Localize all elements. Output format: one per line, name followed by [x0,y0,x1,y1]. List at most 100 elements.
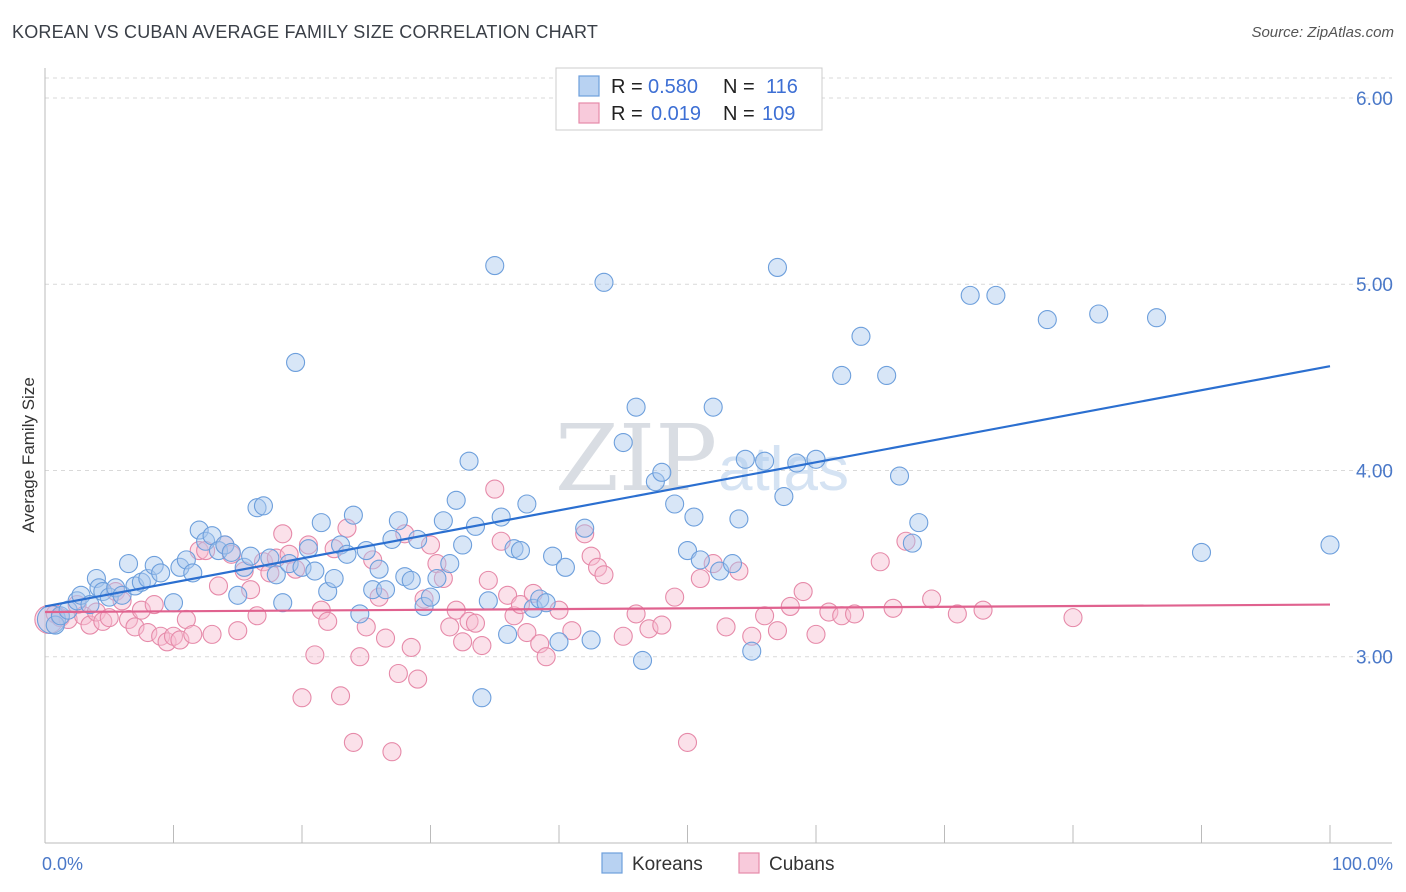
koreans-point [350,604,370,624]
cubans-point [273,524,293,544]
koreans-point [645,472,665,492]
koreans-point [767,257,788,277]
cubans-point [716,617,736,637]
koreans-point [151,563,171,583]
koreans-point [472,688,492,708]
y-tick-label-1: 4.00 [1356,461,1393,482]
cubans-trend-line [44,603,1331,614]
cubans-point [536,647,556,667]
legend-n-label-cubans: N = [723,103,755,125]
koreans-point [806,449,826,469]
koreans-point [517,494,537,514]
watermark-zip: ZIP [555,405,717,512]
koreans-point [549,632,569,652]
koreans-points [36,256,1340,708]
koreans-point [221,542,241,562]
cubans-point [330,686,351,706]
cubans-point [504,606,524,626]
cubans-point [382,742,402,762]
koreans-point [1320,535,1340,555]
koreans-point [1146,308,1167,328]
koreans-point [832,365,852,386]
koreans-point [729,509,749,529]
legend-r-label-cubans: R = [611,103,643,125]
koreans-point [902,533,922,553]
koreans-point [774,486,794,507]
cubans-point [99,608,119,628]
cubans-point [742,626,762,646]
cubans-point [639,619,659,639]
cubans-point [401,637,421,657]
cubans-point [138,622,158,643]
cubans-point [388,663,408,684]
koreans-point [266,565,286,585]
koreans-point [498,624,518,644]
koreans-point [80,595,100,615]
cubans-point [755,606,775,626]
koreans-point [369,559,389,579]
legend-r-label-koreans: R = [611,76,643,98]
koreans-trend-line [44,365,1331,608]
koreans-point [1037,310,1057,330]
cubans-point [414,589,434,609]
koreans-point [543,546,563,566]
koreans-point [305,561,325,581]
koreans-point [632,650,653,671]
koreans-point [247,498,267,518]
koreans-point [253,496,274,516]
koreans-point [163,593,184,613]
koreans-point [652,462,672,482]
koreans-point [311,513,331,533]
cubans-point [703,554,723,574]
legend-r-value-koreans: 0.580 [648,76,698,98]
cubans-point [587,557,608,577]
legend-swatch-cubans [578,102,600,124]
koreans-point [1191,542,1212,562]
cubans-point [922,589,942,609]
cubans-point [562,621,582,641]
bottom-legend-swatch-koreans [601,852,623,874]
koreans-point [401,570,421,590]
cubans-point [472,636,492,656]
cubans-point [780,596,800,616]
bottom-legend-koreans: Koreans [632,854,703,875]
cubans-point [844,604,865,624]
koreans-point [877,365,897,386]
koreans-point [536,593,556,613]
koreans-point [273,593,293,613]
koreans-point [375,580,396,600]
koreans-point [440,554,460,574]
x-tick-label-1: 100.0% [1332,854,1393,874]
koreans-point [722,554,743,574]
cubans-point [375,628,396,648]
koreans-point [228,585,248,605]
koreans-point [787,453,807,473]
bottom-legend-cubans: Cubans [769,854,835,875]
y-tick-labels: 3.00 4.00 5.00 6.00 [1356,89,1393,669]
legend-n-value-koreans: 116 [766,76,798,98]
cubans-point [208,576,229,596]
cubans-point [665,587,685,607]
legend-r-value-cubans: 0.019 [651,103,701,125]
cubans-point [973,600,993,620]
koreans-point [1089,304,1109,324]
y-axis-label: Average Family Size [19,377,38,533]
cubans-point [485,479,505,499]
legend-swatch-koreans [578,75,600,97]
koreans-point [433,511,453,531]
koreans-point [189,520,209,540]
cubans-point [363,550,383,570]
cubans-point [440,617,460,637]
koreans-point [909,513,929,533]
cubans-point [170,630,190,650]
cubans-point [517,622,537,643]
cubans-point [652,615,672,635]
koreans-point [343,505,363,525]
cubans-point [465,613,486,633]
y-tick-label-0: 3.00 [1356,648,1393,669]
legend: R = 0.580 N = 116 R = 0.019 N = 109 [555,67,823,131]
cubans-point [318,611,338,631]
koreans-point [324,568,344,589]
cubans-point [350,647,370,667]
